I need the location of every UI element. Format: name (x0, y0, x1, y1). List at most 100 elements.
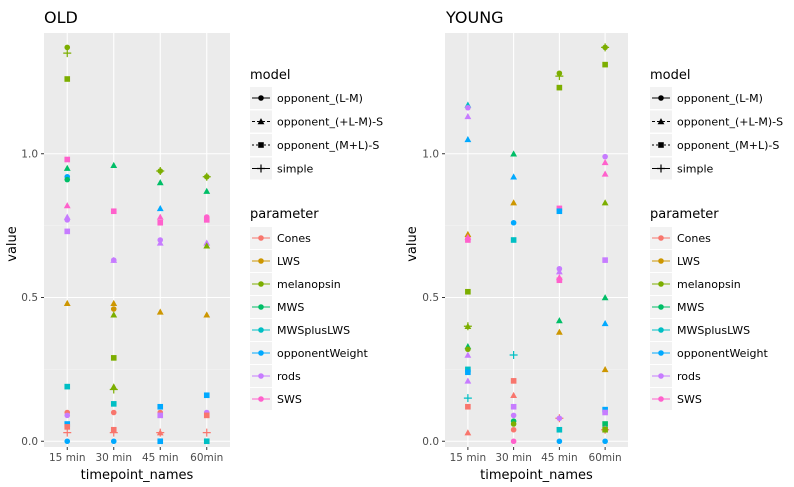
data-point (465, 288, 471, 295)
legend-symbol (258, 142, 264, 148)
y-axis-title: value (405, 226, 420, 262)
data-point (110, 311, 118, 318)
data-point (556, 208, 563, 215)
data-point (64, 156, 71, 163)
data-point (510, 173, 518, 180)
data-point (556, 205, 563, 212)
y-tick-label: 0.0 (21, 436, 38, 448)
data-point (465, 104, 471, 111)
data-point (156, 179, 164, 186)
legend-symbol (658, 396, 664, 402)
legend-label-parameter: LWS (677, 255, 700, 268)
data-point (203, 412, 210, 419)
data-point (602, 406, 608, 413)
data-point (157, 412, 164, 419)
data-point (110, 256, 118, 263)
data-point (601, 43, 610, 52)
legend-symbol (658, 142, 664, 148)
plot-background (445, 33, 628, 447)
data-point (602, 153, 608, 160)
data-point (110, 409, 117, 416)
data-point (602, 421, 608, 427)
data-point (63, 202, 71, 209)
data-point (601, 170, 609, 177)
data-point (64, 438, 71, 445)
data-point (555, 328, 563, 335)
chart-title: OLD (44, 8, 78, 27)
legend-symbol (257, 164, 265, 173)
data-point (156, 204, 164, 212)
data-point (64, 383, 71, 390)
data-point (510, 426, 517, 433)
legend-symbol (658, 327, 664, 333)
data-point (465, 366, 471, 373)
legend-symbol (258, 327, 264, 333)
data-point (601, 365, 609, 373)
legend-symbol (258, 95, 264, 101)
data-point (156, 167, 165, 175)
x-tick-label: 45 min (142, 452, 179, 464)
legend-label-parameter: SWS (277, 393, 302, 406)
data-point (601, 158, 609, 166)
data-point (203, 242, 211, 249)
y-tick-label: 1.0 (422, 148, 439, 160)
data-point (109, 385, 118, 394)
legend-symbol (258, 350, 264, 356)
data-point (556, 84, 563, 91)
data-point (64, 421, 71, 427)
data-point (63, 428, 72, 437)
data-point (110, 355, 117, 361)
data-point (556, 438, 563, 445)
data-point (602, 438, 608, 445)
data-point (601, 294, 609, 301)
data-point (465, 237, 471, 243)
x-tick-label: 15 min (450, 452, 487, 464)
data-point (555, 72, 564, 81)
legend-label-parameter: melanopsin (677, 278, 741, 291)
legend-label-model: opponent_(L-M) (277, 92, 363, 105)
data-point (464, 377, 472, 384)
data-point (203, 311, 211, 318)
data-point (203, 392, 210, 399)
x-tick-label: 30 min (96, 452, 133, 464)
legend-symbol (258, 396, 264, 402)
data-point (202, 172, 211, 181)
data-point (110, 161, 118, 168)
legend-label-parameter: rods (677, 370, 701, 383)
legend: model opponent_(L-M) opponent_(+L-M)-Soppo… (650, 68, 783, 410)
data-point (64, 176, 71, 183)
legend-label-parameter: MWSplusLWS (277, 324, 350, 337)
data-point (464, 112, 472, 120)
data-point (555, 268, 563, 275)
data-point (156, 429, 164, 436)
data-point (602, 257, 608, 263)
legend-label-model: opponent_(L-M) (677, 92, 763, 105)
legend-title-model: model (250, 68, 290, 83)
legend-symbol (258, 258, 264, 264)
data-point (64, 76, 71, 82)
data-point (464, 429, 472, 436)
data-point (110, 208, 117, 215)
legend-label-parameter: LWS (277, 255, 300, 268)
legend-label-parameter: MWS (277, 301, 304, 314)
legend-symbol (658, 350, 664, 356)
data-point (510, 237, 517, 243)
legend-label-parameter: rods (277, 370, 301, 383)
data-point (64, 412, 71, 419)
x-tick-label: 30 min (495, 452, 532, 464)
x-axis-title: timepoint_names (480, 468, 593, 483)
data-point (510, 421, 517, 427)
data-point (510, 150, 518, 157)
x-tick-label: 60min (190, 452, 223, 464)
data-point (63, 299, 71, 306)
legend-label-parameter: MWS (677, 301, 704, 314)
data-point (555, 317, 563, 324)
data-point (463, 394, 472, 403)
legend-symbol (657, 164, 665, 173)
plot-background (44, 33, 230, 447)
legend-label-parameter: melanopsin (277, 278, 341, 291)
legend-label-parameter: opponentWeight (277, 347, 368, 360)
legend-symbol (658, 235, 664, 241)
y-tick-label: 0.5 (422, 292, 439, 304)
data-point (157, 219, 164, 226)
